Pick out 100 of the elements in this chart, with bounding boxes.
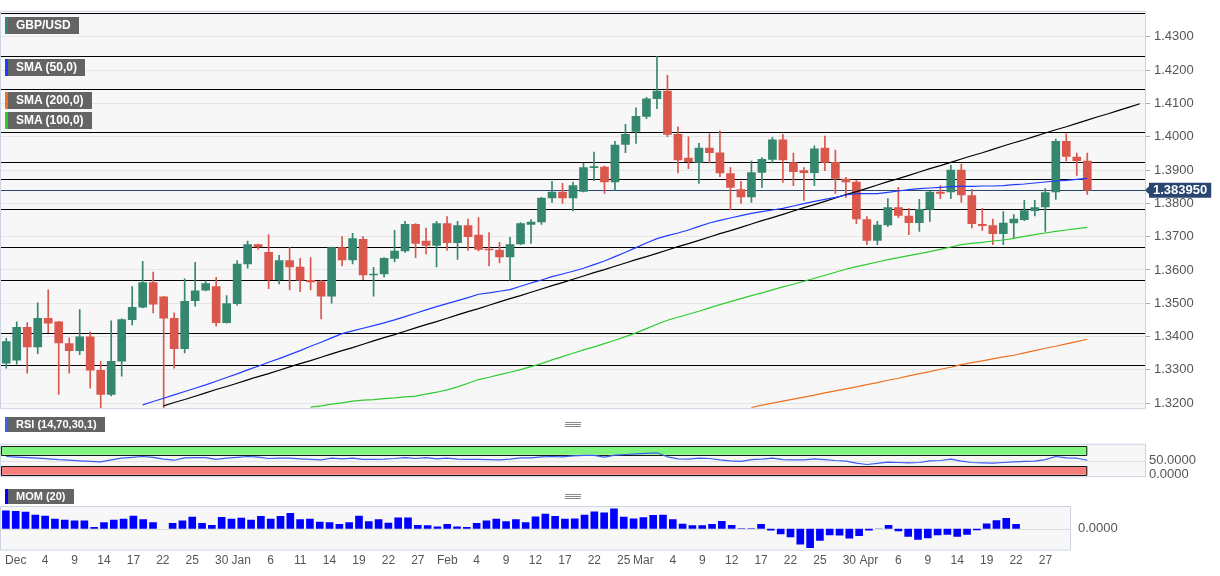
bar <box>11 511 20 529</box>
legend-label: MOM (20) <box>5 489 74 504</box>
x-tick-label: 12 <box>724 553 739 568</box>
bar <box>561 518 569 529</box>
bar <box>580 514 589 529</box>
bar <box>237 517 246 529</box>
y-tick-label: 1.3500 <box>1154 294 1194 310</box>
x-tick-label: 4 <box>669 553 677 568</box>
bar <box>168 523 177 529</box>
x-tick-label: 9 <box>502 553 510 568</box>
bar <box>286 513 295 529</box>
bar <box>502 521 510 529</box>
bar <box>904 528 912 537</box>
bar <box>345 522 353 529</box>
bar <box>208 524 216 529</box>
y-tick-label: 0.0000 <box>1149 466 1189 482</box>
bar <box>590 511 599 529</box>
bar <box>149 522 157 529</box>
y-tick-label: 1.3300 <box>1154 361 1194 377</box>
x-tick-label: 22 <box>381 553 396 568</box>
x-tick-label: 14 <box>950 553 965 568</box>
bar <box>727 524 736 529</box>
legend-label: GBP/USD <box>5 16 79 34</box>
bar <box>443 523 452 529</box>
bar <box>541 513 550 529</box>
bar <box>139 519 148 529</box>
bar <box>1012 524 1020 529</box>
bar <box>698 525 707 529</box>
x-tick-label: 19 <box>352 553 366 568</box>
bar <box>659 514 667 529</box>
bar <box>521 522 530 529</box>
bar <box>364 521 373 529</box>
y-tick-label: 1.4300 <box>1154 28 1194 44</box>
bar <box>423 525 432 529</box>
bar <box>825 528 834 536</box>
candlestick <box>589 151 599 181</box>
bar <box>629 518 638 529</box>
bar <box>433 526 442 529</box>
x-tick-label: 6 <box>895 553 903 568</box>
bar <box>806 528 814 548</box>
bar <box>600 512 608 529</box>
candlestick <box>64 337 74 374</box>
bar <box>355 515 363 529</box>
x-tick-label: Apr <box>859 553 879 568</box>
bar <box>649 515 658 529</box>
x-tick-label: 22 <box>156 553 170 568</box>
x-tick-label: Jan <box>231 553 251 568</box>
bar <box>109 519 118 529</box>
candlestick <box>526 219 536 244</box>
x-tick-label: Dec <box>5 553 27 568</box>
bar <box>227 518 236 529</box>
x-tick-label: 11 <box>293 553 307 568</box>
bar <box>943 528 952 535</box>
bar <box>315 521 324 529</box>
y-tick-label: 50.0000 <box>1149 452 1196 468</box>
candlestick <box>1009 214 1019 238</box>
bar <box>335 523 344 529</box>
bar <box>531 516 540 529</box>
x-tick-label: 4 <box>41 553 49 568</box>
x-tick-label: 9 <box>71 553 79 568</box>
bar <box>678 523 687 529</box>
bar <box>247 519 255 529</box>
bar <box>1002 518 1011 529</box>
bar <box>492 518 501 529</box>
bar <box>482 520 491 529</box>
bar <box>992 520 1001 529</box>
bar <box>384 522 393 529</box>
bar <box>845 528 854 539</box>
bar <box>688 525 697 529</box>
bar <box>570 518 579 529</box>
bar <box>668 519 677 529</box>
legend-label: RSI (14,70,30,1) <box>5 417 105 432</box>
x-tick-label: 4 <box>473 553 481 568</box>
bar <box>296 519 304 529</box>
bar <box>266 518 275 529</box>
x-tick-label: 30 <box>214 553 229 568</box>
x-tick-label: 30 <box>842 553 857 568</box>
y-tick-label: 1.4000 <box>1154 128 1194 144</box>
x-tick-label: 22 <box>587 553 602 568</box>
x-tick-label: 17 <box>126 553 141 568</box>
x-tick-label: 25 <box>617 553 631 568</box>
bar <box>198 523 206 529</box>
x-tick-label: 22 <box>1009 553 1024 568</box>
bar <box>982 523 991 529</box>
candlestick <box>190 261 200 307</box>
bar <box>884 524 893 529</box>
bar <box>718 521 726 529</box>
x-tick-label: 12 <box>528 553 543 568</box>
bar <box>31 514 40 529</box>
bar <box>70 520 79 529</box>
bar <box>619 516 628 529</box>
x-tick-label: 9 <box>698 553 706 568</box>
candlestick <box>799 167 809 201</box>
bar <box>953 528 962 537</box>
bar <box>923 528 932 539</box>
bar <box>119 518 128 529</box>
bar <box>610 508 618 529</box>
bar <box>472 523 481 529</box>
bar <box>217 517 226 529</box>
legend-label: SMA (50,0) <box>5 58 85 76</box>
